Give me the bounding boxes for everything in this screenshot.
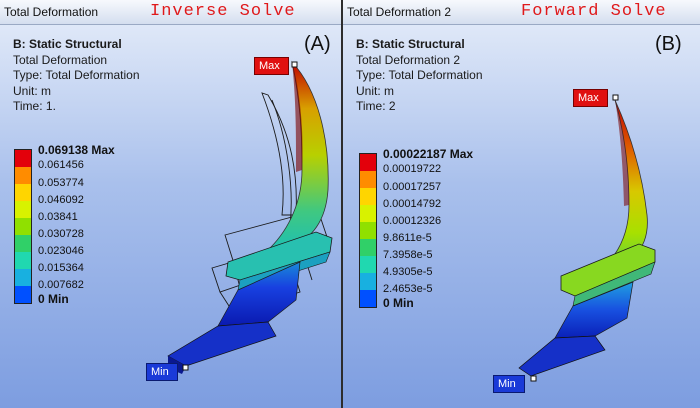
legend-label: 0.053774	[38, 177, 84, 189]
legend-label: 0.00019722	[383, 163, 442, 175]
max-probe-tag[interactable]: Max	[254, 57, 289, 75]
viewport-inverse-solve[interactable]: Total Deformation Inverse Solve (A) B: S…	[0, 0, 341, 408]
result-time: Time: 2	[356, 99, 396, 113]
blade-model[interactable]	[0, 0, 341, 408]
legend-color-bar	[14, 149, 32, 304]
min-probe-tag[interactable]: Min	[146, 363, 178, 381]
legend-label-min: 0 Min	[38, 292, 69, 306]
blade-model[interactable]	[343, 0, 700, 408]
result-info: B: Static Structural Total Deformation T…	[13, 37, 140, 115]
legend-label: 0.061456	[38, 159, 84, 171]
analysis-header: B: Static Structural	[13, 37, 122, 51]
solve-label: Forward Solve	[521, 2, 667, 21]
result-name: Total Deformation	[13, 52, 108, 67]
legend-color-bar	[359, 153, 377, 308]
legend-label: 0.007682	[38, 279, 84, 291]
blade-root	[167, 321, 277, 367]
result-type: Type: Total Deformation	[13, 68, 140, 82]
analysis-header: B: Static Structural	[356, 37, 465, 51]
view-titlebar: Total Deformation Inverse Solve	[0, 0, 341, 25]
solve-label: Inverse Solve	[150, 2, 296, 21]
legend-label: 0.03841	[38, 211, 78, 223]
panel-letter: (A)	[304, 33, 331, 55]
legend-label: 0.00014792	[383, 198, 442, 210]
legend-label: 0.046092	[38, 194, 84, 206]
legend-label: 0.00012326	[383, 215, 442, 227]
result-type: Type: Total Deformation	[356, 68, 483, 82]
legend-label-max: 0.00022187 Max	[383, 147, 474, 161]
legend-label: 2.4653e-5	[383, 283, 433, 295]
viewport-forward-solve[interactable]: Total Deformation 2 Forward Solve (B) B:…	[343, 0, 700, 408]
viewport-divider	[341, 0, 343, 408]
legend-label-max: 0.069138 Max	[38, 143, 115, 157]
legend-label-min: 0 Min	[383, 296, 414, 310]
result-info: B: Static Structural Total Deformation 2…	[356, 37, 483, 115]
panel-letter: (B)	[655, 33, 682, 55]
blade-shank	[217, 261, 301, 327]
legend-label: 0.00017257	[383, 181, 442, 193]
min-probe-tag[interactable]: Min	[493, 375, 525, 393]
legend-label: 4.9305e-5	[383, 266, 433, 278]
blade-shank	[554, 281, 634, 339]
view-titlebar: Total Deformation 2 Forward Solve	[343, 0, 700, 25]
view-title: Total Deformation	[4, 5, 99, 19]
legend-label: 0.030728	[38, 228, 84, 240]
result-unit: Unit: m	[13, 83, 52, 98]
result-time: Time: 1.	[13, 99, 56, 113]
result-name: Total Deformation 2	[356, 52, 461, 67]
legend-label: 7.3958e-5	[383, 249, 433, 261]
legend-label: 9.8611e-5	[383, 232, 432, 244]
legend-label: 0.023046	[38, 245, 84, 257]
view-title: Total Deformation 2	[347, 5, 452, 19]
blade-root	[518, 335, 606, 377]
legend-label: 0.015364	[38, 262, 84, 274]
result-unit: Unit: m	[356, 83, 395, 98]
max-probe-tag[interactable]: Max	[573, 89, 608, 107]
